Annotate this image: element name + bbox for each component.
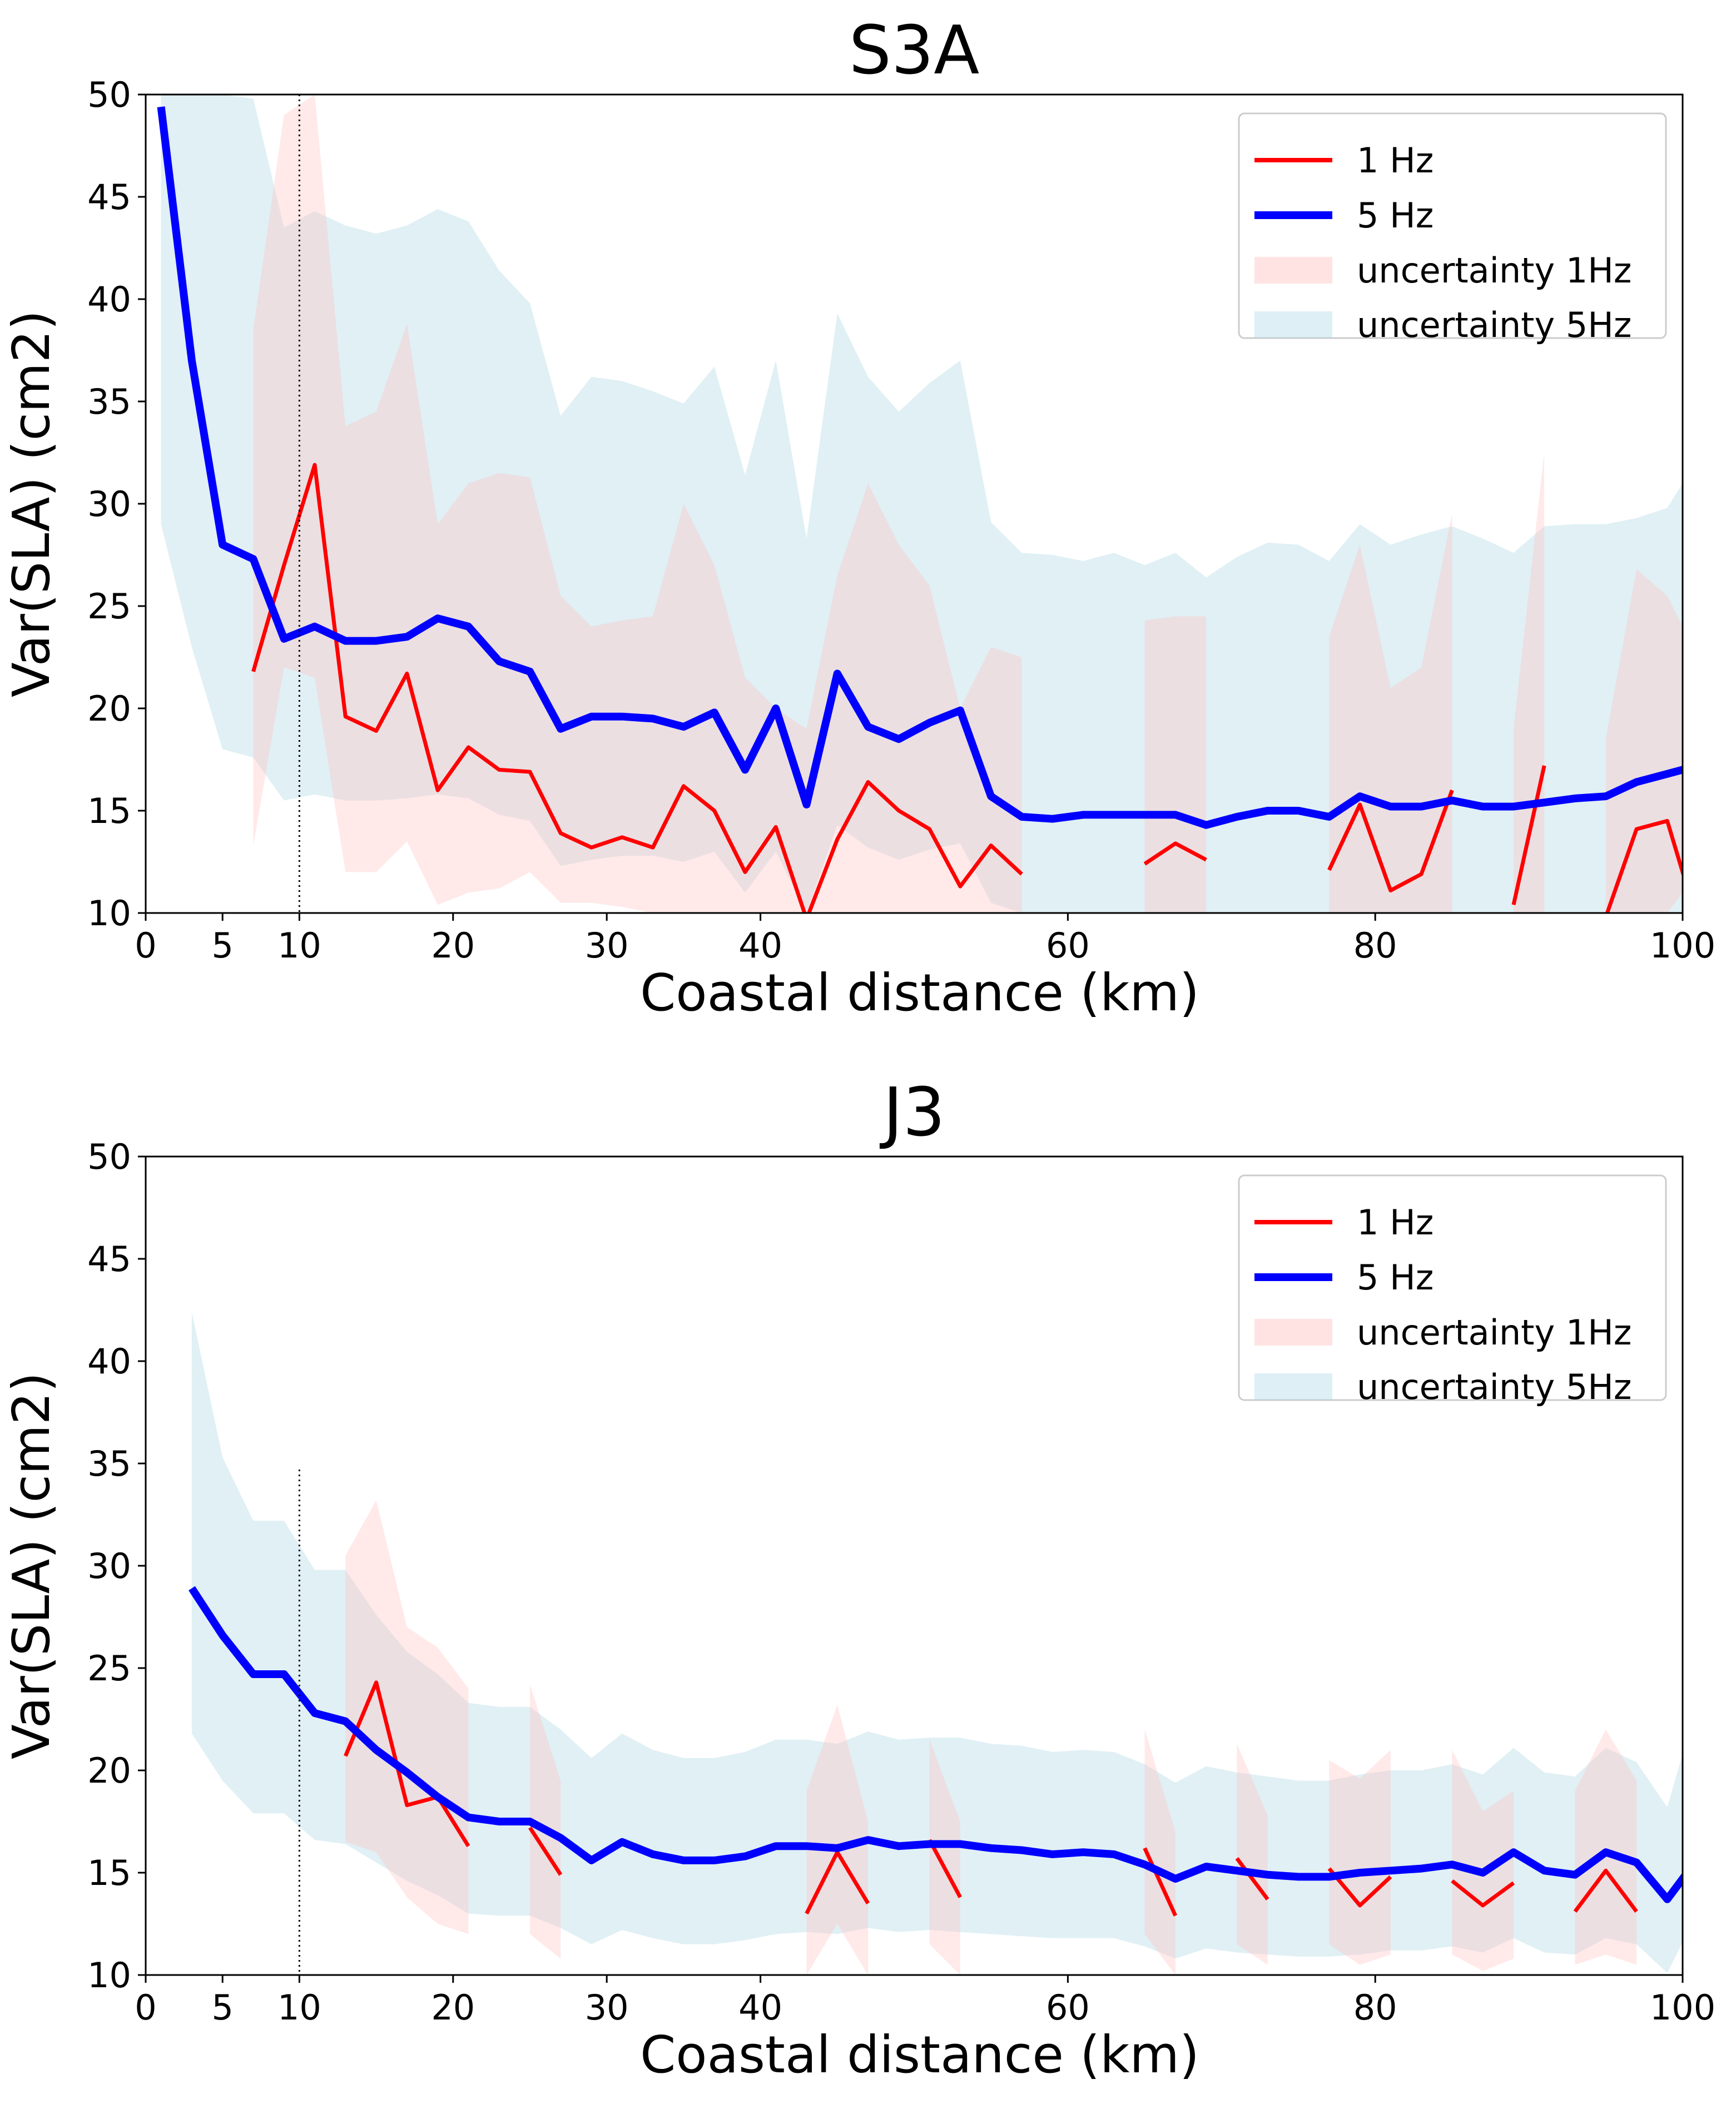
y-tick-label: 35: [87, 1443, 131, 1484]
uncertainty-5hz-band-segment-0: [161, 95, 1683, 913]
x-tick-label: 60: [1046, 925, 1090, 966]
y-tick-label: 45: [87, 177, 131, 217]
x-tick-label: 5: [211, 925, 233, 966]
legend-swatch-uncertainty-1hz: [1254, 1319, 1332, 1346]
y-tick-label: 10: [87, 893, 131, 934]
x-tick-label: 80: [1353, 1987, 1397, 2028]
y-tick-label: 30: [87, 1546, 131, 1586]
uncertainty-1hz-band-segment-1: [1144, 616, 1207, 913]
x-tick-label: 10: [277, 1987, 321, 2028]
y-tick-label: 20: [87, 688, 131, 729]
uncertainty-1hz-band-segment-3: [929, 1739, 960, 1975]
x-axis-label: Coastal distance (km): [640, 2025, 1199, 2085]
y-tick-label: 45: [87, 1239, 131, 1279]
y-tick-label: 35: [87, 381, 131, 422]
legend-swatch-uncertainty-5hz: [1254, 1373, 1332, 1400]
y-tick-label: 40: [87, 1341, 131, 1382]
series-5hz-line: [189, 1586, 1683, 1903]
y-tick-label: 25: [87, 586, 131, 627]
y-axis-label: Var(SLA) (cm2): [2, 1372, 61, 1759]
legend-label-uncertainty-1hz: uncertainty 1Hz: [1357, 1312, 1631, 1353]
y-tick-label: 30: [87, 484, 131, 524]
legend: 1 Hz 5 Hz uncertainty 1Hz uncertainty 5H…: [1238, 112, 1667, 345]
uncertainty-1hz-band-segment-5: [1237, 1744, 1268, 1965]
legend-swatch-uncertainty-1hz: [1254, 257, 1332, 284]
legend-label-1hz: 1 Hz: [1357, 140, 1434, 181]
uncertainty-1hz-band-segment-7: [1452, 1750, 1514, 1971]
uncertainty-1hz-band-segment-8: [1575, 1729, 1637, 1965]
x-tick-label: 10: [277, 925, 321, 966]
chart-title: S3A: [849, 12, 980, 90]
y-axis-ticks: 10 15 20 25 30 35 40 45 50: [87, 1137, 146, 1996]
series-5hz-line: [157, 106, 1683, 829]
legend-label-uncertainty-1hz: uncertainty 1Hz: [1357, 250, 1631, 291]
series-lines: [157, 106, 1683, 913]
legend-label-uncertainty-5hz: uncertainty 5Hz: [1357, 1367, 1631, 1407]
chart-title: J3: [879, 1074, 945, 1152]
x-tick-label: 80: [1353, 925, 1397, 966]
legend-label-uncertainty-5hz: uncertainty 5Hz: [1357, 305, 1631, 345]
x-axis-label: Coastal distance (km): [640, 963, 1199, 1023]
x-tick-label: 100: [1650, 1987, 1715, 2028]
uncertainty-5hz-band-segment-0: [191, 1312, 1683, 1973]
uncertainty-1hz-band-segment-2: [806, 1705, 869, 1975]
y-axis-ticks: 10 15 20 25 30 35 40 45 50: [87, 75, 146, 934]
legend-label-5hz: 5 Hz: [1357, 195, 1434, 236]
x-tick-label: 30: [585, 1987, 629, 2028]
uncertainty-1hz-band-segment-4: [1144, 1729, 1175, 1975]
y-tick-label: 50: [87, 1137, 131, 1177]
x-tick-label: 40: [738, 1987, 782, 2028]
series-1hz-line: [251, 463, 1683, 913]
x-tick-label: 60: [1046, 1987, 1090, 2028]
legend-label-5hz: 5 Hz: [1357, 1257, 1434, 1298]
uncertainty-1hz-band-segment-0: [345, 1500, 469, 1934]
y-axis-label: Var(SLA) (cm2): [2, 310, 61, 697]
x-tick-label: 20: [431, 925, 475, 966]
uncertainty-1hz-band-segment-6: [1329, 1750, 1391, 1965]
uncertainty-bands: [191, 1312, 1683, 1975]
uncertainty-1hz-band-segment-4: [1605, 569, 1683, 913]
y-tick-label: 10: [87, 1955, 131, 1996]
x-tick-label: 0: [135, 925, 156, 966]
x-tick-label: 100: [1650, 925, 1715, 966]
series-lines: [189, 1586, 1683, 1917]
y-tick-label: 15: [87, 1853, 131, 1893]
x-tick-label: 0: [135, 1987, 156, 2028]
uncertainty-1hz-band-segment-2: [1329, 514, 1452, 913]
x-tick-label: 20: [431, 1987, 475, 2028]
legend-box: [1238, 112, 1667, 339]
y-tick-label: 15: [87, 791, 131, 831]
legend-label-1hz: 1 Hz: [1357, 1202, 1434, 1243]
y-tick-label: 20: [87, 1750, 131, 1791]
x-axis-ticks: 0 5 10 20 30 40 60 80 100: [135, 913, 1715, 966]
y-tick-label: 25: [87, 1648, 131, 1689]
x-tick-label: 30: [585, 925, 629, 966]
y-tick-label: 50: [87, 75, 131, 115]
chart-panel-s3a: 0 5 10 20 30 40 60 80 100 10 15 20 25 30 35 40 45 50 S3A…: [2, 12, 1715, 1023]
series-1hz-line: [344, 1680, 1638, 1917]
x-tick-label: 5: [211, 1987, 233, 2028]
x-axis-ticks: 0 5 10 20 30 40 60 80 100: [135, 1975, 1715, 2028]
uncertainty-1hz-band-segment-1: [530, 1684, 561, 1959]
x-tick-label: 40: [738, 925, 782, 966]
legend: 1 Hz 5 Hz uncertainty 1Hz uncertainty 5H…: [1238, 1174, 1667, 1407]
y-tick-label: 40: [87, 279, 131, 320]
legend-swatch-uncertainty-5hz: [1254, 311, 1332, 338]
legend-box: [1238, 1174, 1667, 1401]
